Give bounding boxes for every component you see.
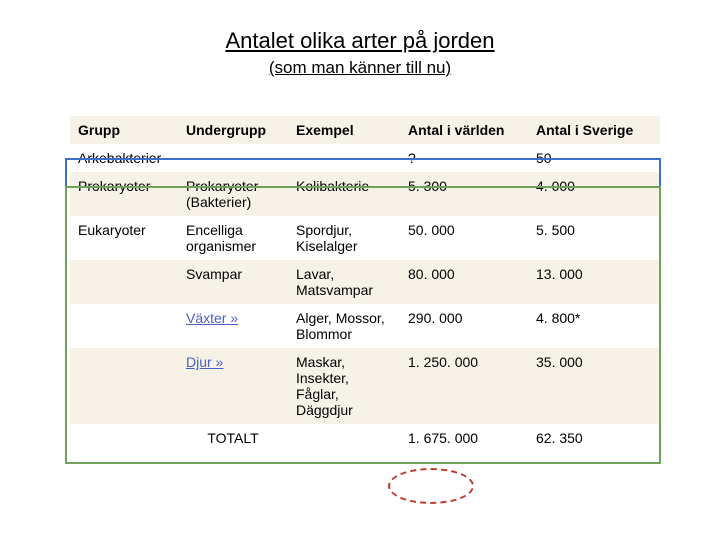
cell: Encelliga organismer bbox=[178, 216, 288, 260]
cell: 4. 800* bbox=[528, 304, 660, 348]
table-row: Prokaryoter Prokaryoter (Bakterier) Koli… bbox=[70, 172, 660, 216]
cell bbox=[70, 304, 178, 348]
cell: Lavar, Matsvampar bbox=[288, 260, 400, 304]
cell: Spordjur, Kiselalger bbox=[288, 216, 400, 260]
col-grupp: Grupp bbox=[70, 116, 178, 144]
page-subtitle: (som man känner till nu) bbox=[0, 58, 720, 78]
cell: Arkebakterier bbox=[70, 144, 178, 172]
table-row: Svampar Lavar, Matsvampar 80. 000 13. 00… bbox=[70, 260, 660, 304]
cell: Växter » bbox=[178, 304, 288, 348]
col-exempel: Exempel bbox=[288, 116, 400, 144]
table-header-row: Grupp Undergrupp Exempel Antal i världen… bbox=[70, 116, 660, 144]
cell: Prokaryoter (Bakterier) bbox=[178, 172, 288, 216]
cell: 1. 250. 000 bbox=[400, 348, 528, 424]
cell bbox=[70, 424, 178, 452]
cell bbox=[70, 348, 178, 424]
cell-total-sweden: 62. 350 bbox=[528, 424, 660, 452]
cell: Djur » bbox=[178, 348, 288, 424]
cell bbox=[288, 144, 400, 172]
cell bbox=[178, 144, 288, 172]
table-body: Arkebakterier ? 50 Prokaryoter Prokaryot… bbox=[70, 144, 660, 452]
cell: 13. 000 bbox=[528, 260, 660, 304]
link-vaxter[interactable]: Växter » bbox=[186, 310, 238, 326]
cell: 290. 000 bbox=[400, 304, 528, 348]
cell-total-label: TOTALT bbox=[178, 424, 288, 452]
table-row-total: TOTALT 1. 675. 000 62. 350 bbox=[70, 424, 660, 452]
cell: Maskar, Insekter, Fåglar, Däggdjur bbox=[288, 348, 400, 424]
table-row: Eukaryoter Encelliga organismer Spordjur… bbox=[70, 216, 660, 260]
cell: 80. 000 bbox=[400, 260, 528, 304]
cell: 35. 000 bbox=[528, 348, 660, 424]
cell: Alger, Mossor, Blommor bbox=[288, 304, 400, 348]
cell: Kolibakterie bbox=[288, 172, 400, 216]
table-row: Djur » Maskar, Insekter, Fåglar, Däggdju… bbox=[70, 348, 660, 424]
table-row: Växter » Alger, Mossor, Blommor 290. 000… bbox=[70, 304, 660, 348]
cell: 50 bbox=[528, 144, 660, 172]
cell bbox=[70, 260, 178, 304]
page-title: Antalet olika arter på jorden bbox=[0, 28, 720, 54]
slide: Antalet olika arter på jorden (som man k… bbox=[0, 0, 720, 540]
cell: 50. 000 bbox=[400, 216, 528, 260]
cell-total-world: 1. 675. 000 bbox=[400, 424, 528, 452]
col-world: Antal i världen bbox=[400, 116, 528, 144]
col-sweden: Antal i Sverige bbox=[528, 116, 660, 144]
cell: Prokaryoter bbox=[70, 172, 178, 216]
table-container: Grupp Undergrupp Exempel Antal i världen… bbox=[70, 116, 660, 452]
highlight-ring bbox=[388, 468, 474, 504]
species-table: Grupp Undergrupp Exempel Antal i världen… bbox=[70, 116, 660, 452]
cell: ? bbox=[400, 144, 528, 172]
cell bbox=[288, 424, 400, 452]
cell: 4. 000 bbox=[528, 172, 660, 216]
cell: 5. 300 bbox=[400, 172, 528, 216]
table-row: Arkebakterier ? 50 bbox=[70, 144, 660, 172]
col-undergrupp: Undergrupp bbox=[178, 116, 288, 144]
cell: Svampar bbox=[178, 260, 288, 304]
link-djur[interactable]: Djur » bbox=[186, 354, 223, 370]
cell: 5. 500 bbox=[528, 216, 660, 260]
cell: Eukaryoter bbox=[70, 216, 178, 260]
